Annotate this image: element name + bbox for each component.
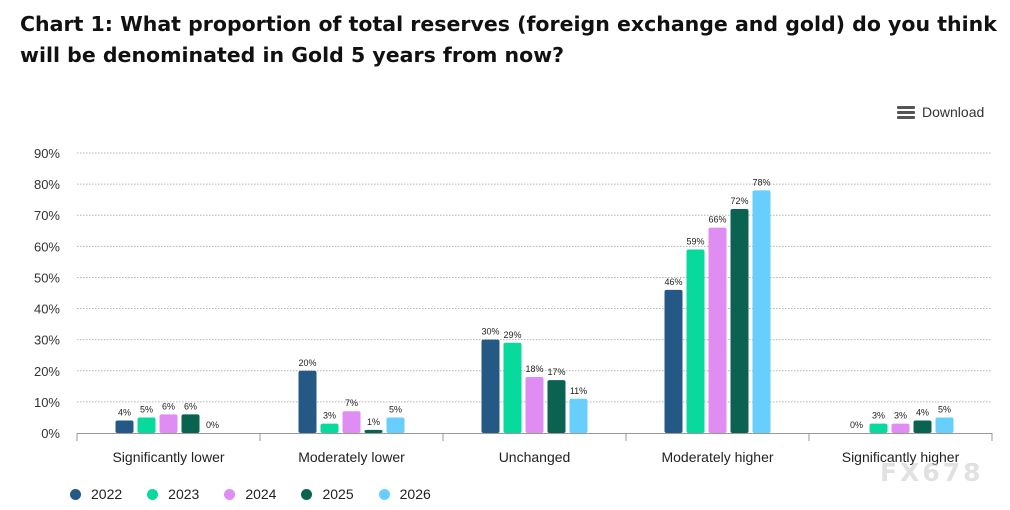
data-label: 5% (140, 404, 153, 414)
data-label: 6% (162, 401, 175, 411)
legend-swatch (70, 488, 81, 500)
watermark: FX678 (880, 458, 984, 487)
x-tick-label: Significantly lower (112, 449, 224, 465)
data-label: 0% (206, 420, 219, 430)
y-tick-label: 70% (34, 208, 60, 223)
y-axis: 0% 10% 20% 30% 40% 50% 60% 70% 80% 90% (34, 146, 60, 441)
bar[interactable] (547, 380, 566, 433)
data-label: 29% (503, 330, 521, 340)
bar[interactable] (913, 420, 932, 433)
data-label: 7% (345, 398, 358, 408)
x-tick-label: Unchanged (499, 449, 571, 465)
legend-item-2023[interactable]: 2023 (147, 486, 199, 502)
y-tick-label: 90% (34, 146, 60, 161)
legend-label: 2026 (399, 486, 431, 502)
bar[interactable] (869, 423, 888, 433)
data-label: 6% (184, 401, 197, 411)
y-tick-label: 60% (34, 239, 60, 254)
data-label: 5% (938, 404, 951, 414)
data-labels: 4% 5% 6% 6% 0% 20% 3% 7% 1% 5% 30% 29% 18% 17% 11% 46% 5… (118, 177, 951, 430)
data-label: 4% (916, 408, 929, 418)
bar[interactable] (569, 398, 588, 433)
bar[interactable] (891, 423, 910, 433)
legend-label: 2023 (168, 486, 200, 502)
data-label: 18% (525, 364, 543, 374)
data-label: 3% (323, 411, 336, 421)
legend-label: 2025 (322, 486, 354, 502)
hamburger-menu-icon (897, 105, 915, 119)
bar[interactable] (525, 377, 544, 433)
bar[interactable] (115, 420, 134, 433)
data-label: 20% (298, 358, 316, 368)
bar[interactable] (664, 289, 683, 433)
legend-item-2022[interactable]: 2022 (70, 486, 122, 502)
chart-title: Chart 1: What proportion of total reserv… (20, 12, 997, 67)
y-tick-label: 50% (34, 270, 60, 285)
bars (115, 190, 954, 433)
data-label: 78% (752, 177, 770, 187)
legend-swatch (147, 488, 159, 500)
y-tick-label: 20% (34, 364, 60, 379)
bar[interactable] (364, 429, 383, 433)
data-label: 72% (730, 196, 748, 206)
data-label: 1% (367, 417, 380, 427)
data-label: 11% (570, 386, 587, 396)
legend-label: 2024 (245, 486, 277, 502)
y-tick-label: 80% (34, 177, 60, 192)
bar[interactable] (386, 417, 405, 433)
data-label: 5% (389, 404, 402, 414)
bar[interactable] (503, 342, 522, 433)
x-axis: Significantly lower Moderately lower Uncha… (76, 433, 993, 465)
download-button[interactable]: Download (897, 102, 984, 122)
legend-label: 2022 (91, 486, 123, 502)
y-tick-label: 30% (34, 333, 60, 348)
data-label: 17% (547, 367, 565, 377)
bar[interactable] (481, 339, 500, 433)
bar[interactable] (137, 417, 156, 433)
legend-swatch (224, 488, 236, 500)
bar-chart: 0% 10% 20% 30% 40% 50% 60% 70% 80% 90% 4% 5% 6% 6% 0%… (34, 146, 993, 465)
bar[interactable] (159, 414, 178, 433)
bar[interactable] (298, 370, 317, 433)
bar[interactable] (686, 249, 705, 433)
data-label: 66% (708, 215, 726, 225)
x-tick-label: Moderately lower (298, 449, 405, 465)
x-tick-label: Significantly higher (842, 449, 960, 465)
legend-swatch (301, 488, 313, 500)
data-label: 46% (664, 277, 682, 287)
legend: 2022 2023 2024 2025 2026 (70, 484, 431, 504)
data-label: 59% (686, 236, 704, 246)
data-label: 3% (872, 411, 885, 421)
bar[interactable] (752, 190, 771, 433)
y-tick-label: 40% (34, 302, 60, 317)
data-label: 30% (481, 327, 499, 337)
bar[interactable] (320, 423, 339, 433)
bar[interactable] (181, 414, 200, 433)
data-label: 3% (894, 411, 907, 421)
bar[interactable] (935, 417, 954, 433)
legend-swatch (378, 488, 390, 500)
data-label: 4% (118, 408, 131, 418)
legend-item-2024[interactable]: 2024 (224, 486, 276, 502)
bar[interactable] (342, 411, 361, 433)
x-tick-label: Moderately higher (661, 449, 773, 465)
bar[interactable] (708, 227, 727, 433)
y-tick-label: 0% (41, 426, 60, 441)
y-tick-label: 10% (34, 395, 60, 410)
download-label: Download (922, 104, 985, 120)
legend-item-2026[interactable]: 2026 (378, 486, 431, 502)
bar[interactable] (730, 209, 749, 433)
legend-item-2025[interactable]: 2025 (301, 486, 354, 502)
data-label: 0% (850, 420, 863, 430)
